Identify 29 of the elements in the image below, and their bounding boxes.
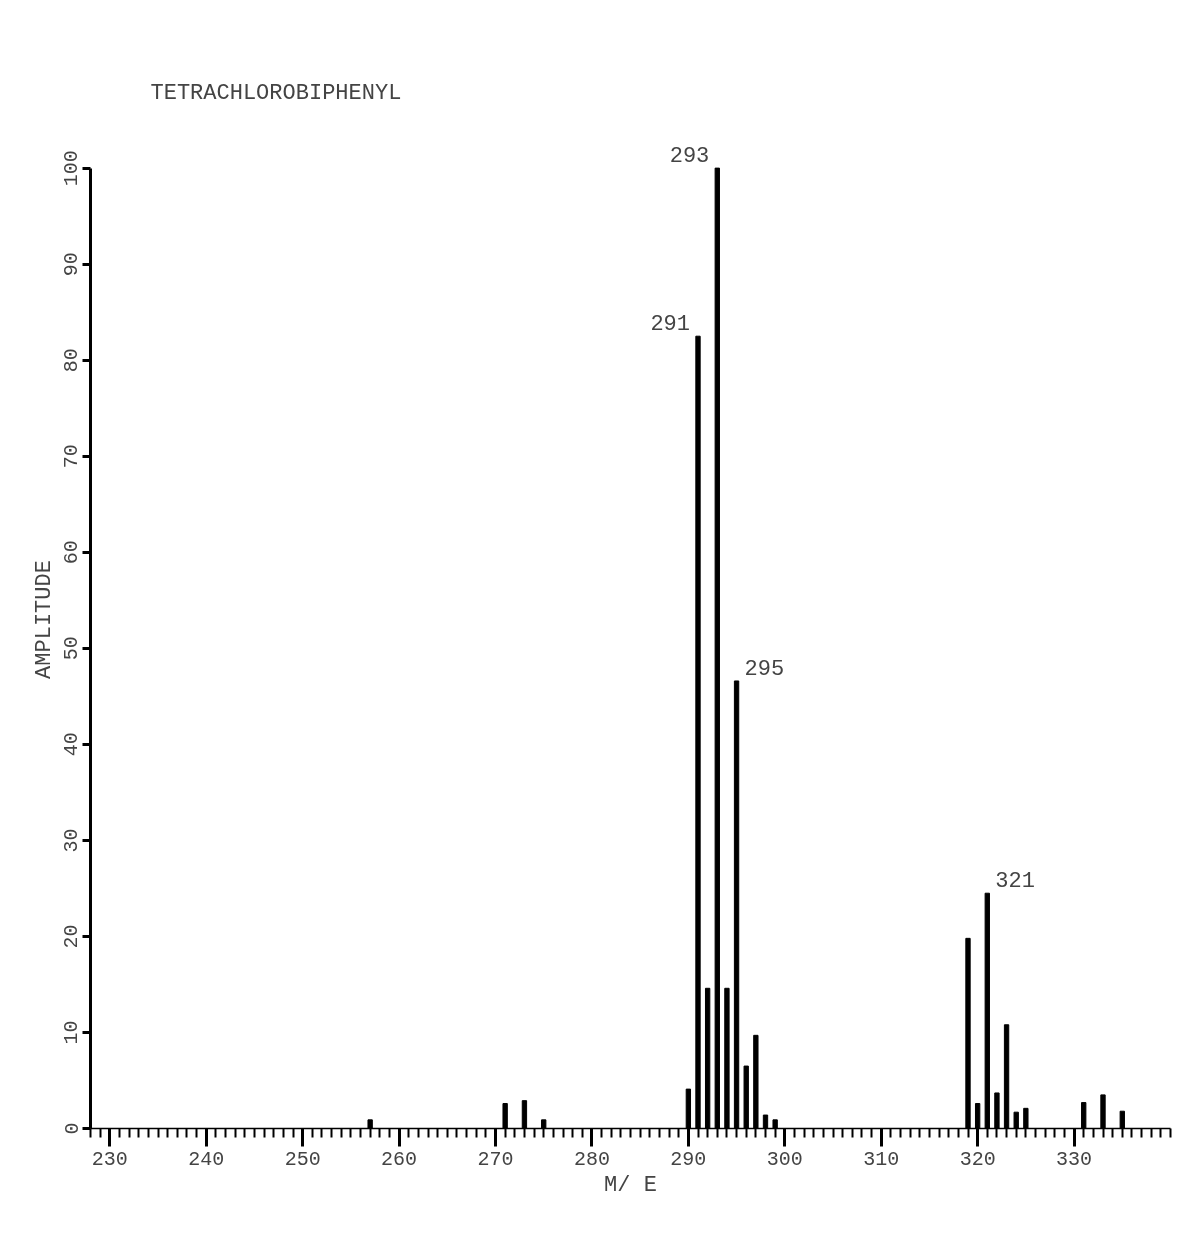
y-tick-label: 10 <box>60 1020 84 1045</box>
annotation: 291 <box>650 312 690 338</box>
x-tick-label: 300 <box>766 1147 803 1171</box>
y-tick-label: 60 <box>60 540 84 565</box>
annotation: 293 <box>669 144 710 170</box>
y-tick-label: 50 <box>60 636 84 661</box>
x-tick-label: 260 <box>381 1147 418 1171</box>
y-tick-label: 80 <box>60 348 84 373</box>
y-tick-label: 100 <box>60 150 84 187</box>
annotation: 321 <box>995 869 1035 895</box>
y-tick-label: 90 <box>60 252 84 277</box>
x-tick-label: 290 <box>670 1147 707 1171</box>
x-axis-title: M/ E <box>604 1172 657 1198</box>
x-tick-label: 310 <box>863 1147 900 1171</box>
x-tick-label: 270 <box>477 1147 514 1171</box>
annotation: 295 <box>744 656 785 682</box>
x-tick-label: 280 <box>573 1147 610 1171</box>
x-tick-label: 250 <box>284 1147 321 1171</box>
x-tick-label: 320 <box>959 1147 996 1171</box>
y-tick-label: 30 <box>60 828 84 853</box>
x-tick-label: 230 <box>91 1147 128 1171</box>
y-axis-title: AMPLITUDE <box>31 560 57 679</box>
y-tick-label: 20 <box>60 924 84 949</box>
y-tick-label: 70 <box>60 444 84 469</box>
y-tick-label: 40 <box>60 732 84 757</box>
x-tick-label: 330 <box>1056 1147 1093 1171</box>
x-tick-label: 240 <box>188 1147 225 1171</box>
chart-title: TETRACHLOROBIPHENYL <box>150 80 402 106</box>
y-tick-label: 0 <box>60 1122 84 1135</box>
